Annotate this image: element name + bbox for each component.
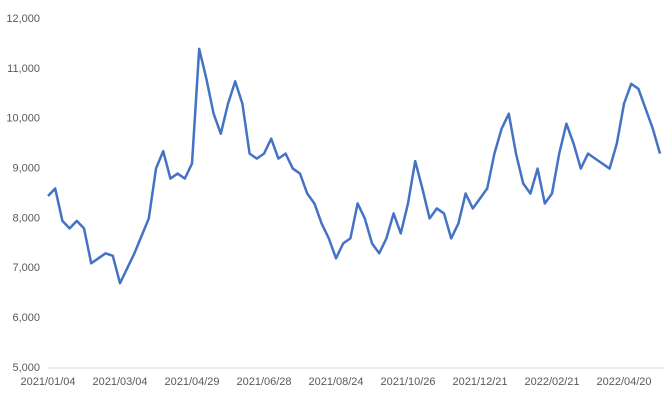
y-tick-label: 12,000 — [6, 13, 40, 25]
x-tick-label: 2021/01/04 — [20, 376, 75, 388]
x-tick-label: 2022/04/20 — [596, 376, 651, 388]
x-tick-label: 2021/04/29 — [164, 376, 219, 388]
y-tick-label: 9,000 — [12, 162, 40, 174]
y-tick-label: 10,000 — [6, 113, 40, 125]
y-tick-label: 5,000 — [12, 362, 40, 374]
y-tick-label: 8,000 — [12, 212, 40, 224]
x-tick-label: 2021/08/24 — [308, 376, 363, 388]
line — [47, 47, 662, 285]
x-tick-label: 2021/10/26 — [380, 376, 435, 388]
y-tick-label: 7,000 — [12, 262, 40, 274]
x-tick-label: 2021/12/21 — [452, 376, 507, 388]
y-tick-label: 11,000 — [7, 63, 40, 75]
x-tick-label: 2021/06/28 — [236, 376, 291, 388]
x-tick-label: 2021/03/04 — [92, 376, 147, 388]
y-tick-label: 6,000 — [12, 312, 40, 324]
x-tick-label: 2022/02/21 — [524, 376, 579, 388]
